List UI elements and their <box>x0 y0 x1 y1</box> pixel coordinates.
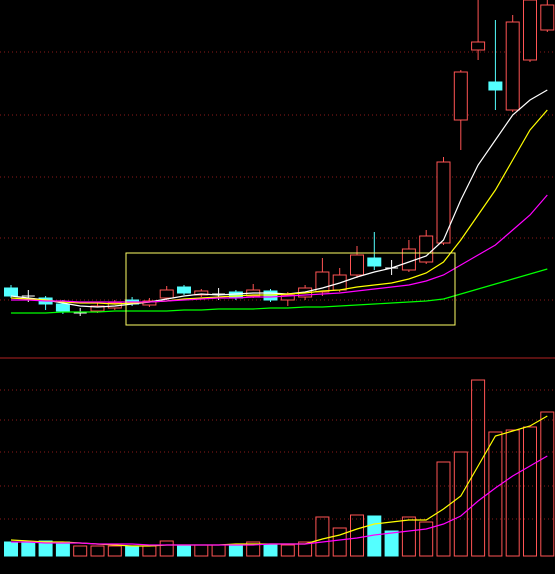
volume-bar <box>523 426 537 557</box>
volume-bar <box>159 540 174 557</box>
candle-body <box>350 254 364 276</box>
candle-body <box>228 291 243 299</box>
volume-bar <box>453 451 468 557</box>
volume-bar <box>4 541 18 557</box>
volume-bar <box>107 545 122 557</box>
volume-bar <box>280 544 295 557</box>
candle-body <box>55 303 70 312</box>
candle-body <box>177 286 191 294</box>
highlight-box <box>125 252 456 326</box>
volume-bar <box>90 545 105 557</box>
candle-body <box>90 305 105 312</box>
volume-bar <box>540 411 555 557</box>
volume-bar <box>125 545 140 557</box>
volume-bar <box>488 431 503 557</box>
volume-bar <box>350 514 364 557</box>
volume-bar <box>211 544 226 557</box>
candle-body <box>401 248 416 271</box>
volume-bar <box>315 516 330 557</box>
candle-body <box>194 290 209 296</box>
volume-bar <box>194 544 209 557</box>
volume-bar <box>401 516 416 557</box>
candle-body <box>419 235 434 263</box>
candle-body <box>4 287 18 297</box>
volume-bar <box>505 429 520 557</box>
volume-bar <box>436 461 451 557</box>
candle-body <box>436 161 451 244</box>
volume-bar <box>142 545 157 557</box>
ma-line <box>10 89 548 308</box>
plot <box>4 0 555 557</box>
candle-body <box>453 71 468 121</box>
ma-line <box>11 194 548 303</box>
volume-bar <box>73 545 88 557</box>
volume-bar <box>55 541 70 557</box>
volume-bar <box>246 541 261 557</box>
candle-body <box>367 257 382 267</box>
candle-body <box>159 289 174 299</box>
candle-body <box>505 21 520 111</box>
volume-bar <box>384 530 399 557</box>
candle-body <box>488 81 503 91</box>
candle-body <box>471 41 486 51</box>
volume-bar <box>177 544 191 557</box>
candle-body <box>523 0 537 61</box>
candle-body <box>540 4 555 31</box>
volume-bar <box>298 541 313 557</box>
volume-bar <box>38 540 53 557</box>
volume-bar <box>228 544 243 557</box>
volume-ma-line <box>11 455 548 546</box>
ma-line <box>10 109 548 305</box>
volume-bar <box>332 527 347 557</box>
grid <box>0 51 555 520</box>
volume-bar <box>419 521 434 557</box>
volume-bar <box>21 542 36 557</box>
ma-line <box>11 268 548 314</box>
candle-body <box>280 294 295 301</box>
volume-bar <box>263 544 278 557</box>
volume-bar <box>471 379 486 557</box>
